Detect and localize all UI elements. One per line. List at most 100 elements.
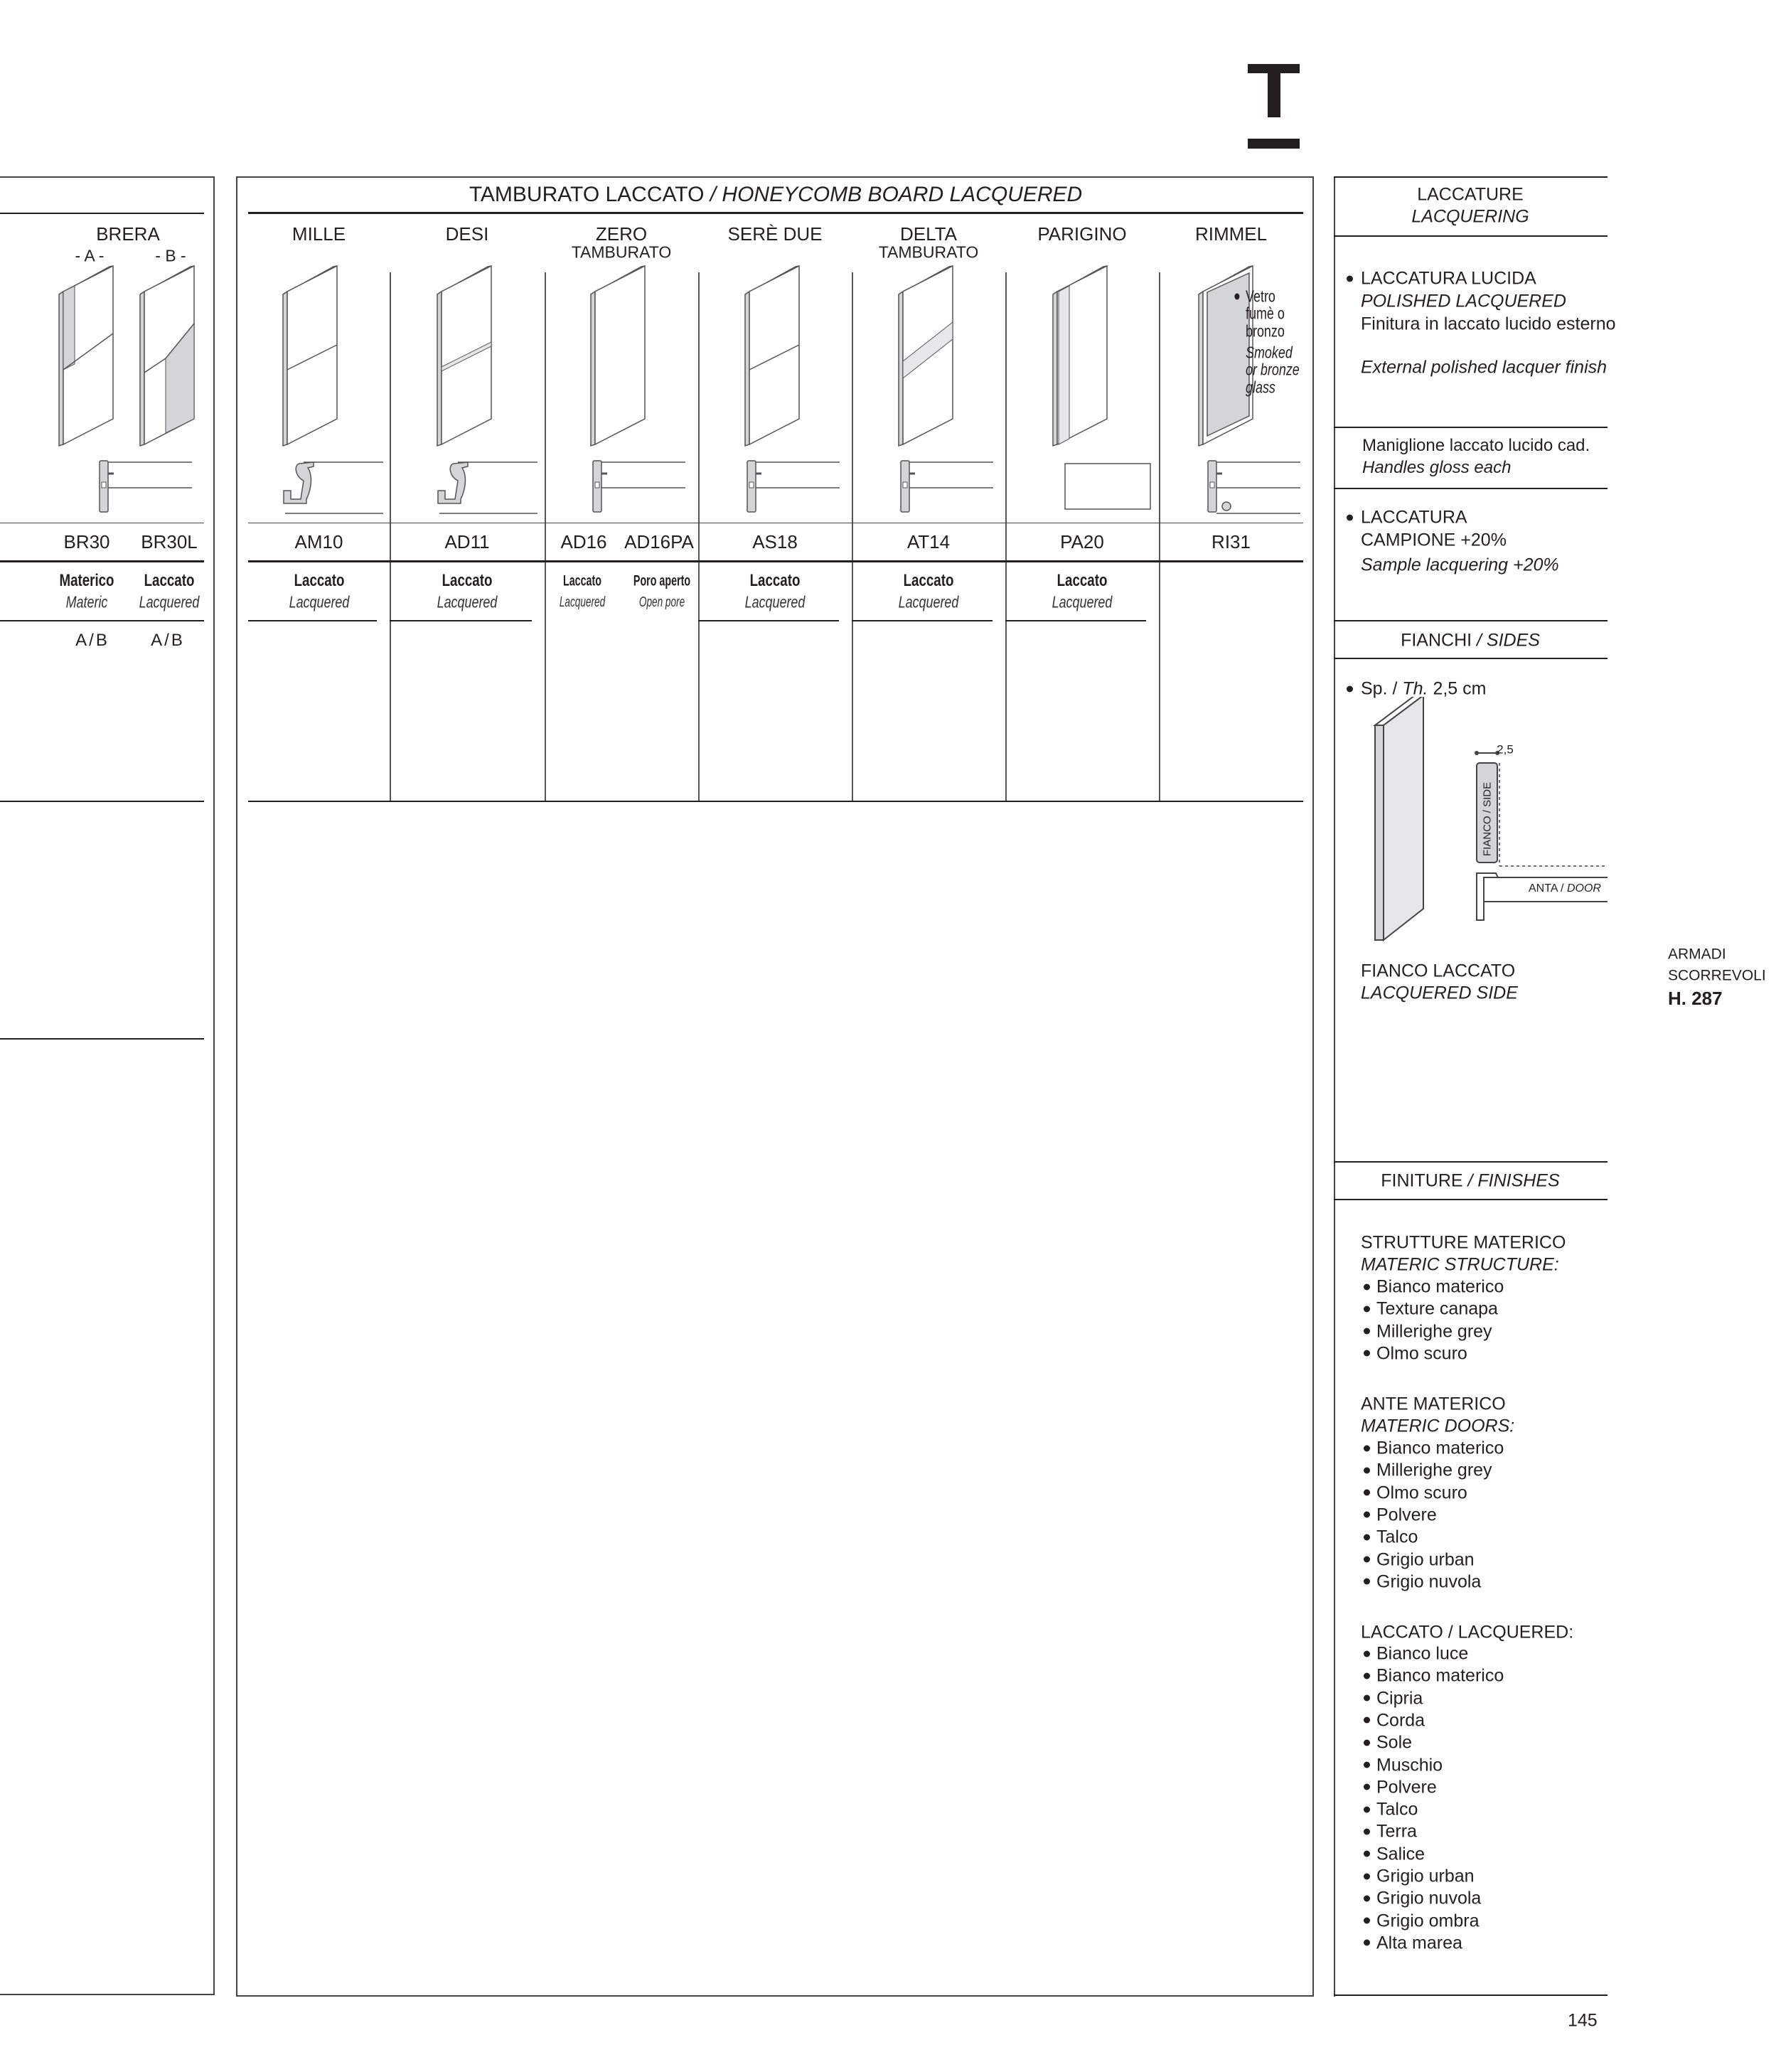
door-division-line [749, 344, 800, 370]
polished-title-en: POLISHED LACQUERED [1361, 291, 1566, 311]
product-code: AT14 [906, 531, 951, 552]
bullet-icon [1364, 1556, 1370, 1563]
lacquering-title: LACCATURE [1417, 184, 1524, 205]
variant-label: - A - [75, 246, 105, 265]
finish-name: Millerighe grey [1376, 1321, 1492, 1342]
handle-profile-section [437, 461, 469, 504]
finish-label: Laccato [144, 571, 195, 590]
profile-slot [1209, 481, 1215, 488]
model-subname: TAMBURATO [571, 242, 672, 262]
note-line: Vetro [1234, 287, 1275, 306]
finish-name: Corda [1376, 1710, 1425, 1731]
lacquering-title-en: LACQUERING [1411, 206, 1529, 227]
door-side-edge [282, 290, 288, 447]
note-line: fumè o [1246, 304, 1285, 323]
finish-name: Polvere [1376, 1505, 1437, 1525]
finish-name: Bianco luce [1376, 1643, 1469, 1664]
finish-list-item: Corda [1364, 1710, 1425, 1731]
finish-list-item: Grigio ombra [1364, 1912, 1480, 1930]
side-panel-edge [1374, 725, 1384, 941]
finish-label: Laccato [903, 571, 954, 590]
handles-label: Maniglione laccato lucido cad. [1362, 436, 1590, 455]
finish-label-en: Lacquered [1052, 592, 1113, 612]
finishes-title: FINITURE / FINISHES [1381, 1170, 1560, 1191]
finishes-title-en: / FINISHES [1467, 1170, 1560, 1191]
bullet-icon [1364, 1445, 1370, 1451]
brera-door-drawings [58, 265, 195, 513]
finish-name: Talco [1376, 1799, 1418, 1820]
door-side-edge [58, 290, 64, 447]
door-label: ANTA / DOOR [1529, 883, 1601, 895]
thickness-value: 2,5 cm [1433, 678, 1487, 699]
doors-title-en: MATERIC DOORS: [1361, 1416, 1515, 1436]
finish-name: Millerighe grey [1376, 1460, 1492, 1480]
finish-name: Alta marea [1376, 1933, 1462, 1953]
note-line: or bronze [1246, 360, 1300, 379]
sample-title: LACCATURA [1347, 507, 1467, 528]
finish-list-item: Bianco luce [1364, 1643, 1469, 1664]
title-en: / HONEYCOMB BOARD LACQUERED [710, 183, 1083, 206]
model-name: RIMMEL [1194, 223, 1268, 245]
page-number: 145 [1568, 2010, 1598, 2031]
finish-list-item: Sole [1364, 1734, 1412, 1752]
door-division-line [63, 333, 114, 370]
side-panel-face [1383, 697, 1424, 942]
panel-title: TAMBURATO LACCATO / HONEYCOMB BOARD LACQ… [469, 184, 1082, 205]
door-glass-band [902, 321, 953, 380]
product-code: AM10 [294, 531, 343, 552]
finish-name: Bianco materico [1376, 1665, 1504, 1686]
finish-name: Talco [1376, 1527, 1418, 1547]
sides-title-en: / SIDES [1477, 630, 1540, 651]
side-section [1476, 762, 1498, 863]
finish-label-en: Open pore [638, 594, 685, 610]
product-code: BR30 [63, 531, 110, 552]
product-code: AD16PA [624, 531, 694, 552]
finish-label: Laccato [749, 571, 801, 590]
finish-name: Muschio [1376, 1755, 1443, 1775]
finish-label-en: Lacquered [744, 592, 806, 612]
finish-list-item: Millerighe grey [1364, 1321, 1492, 1342]
bullet-icon [1364, 1489, 1370, 1496]
handles-label-en: Handles gloss each [1362, 458, 1512, 477]
model-subname: TAMBURATO [878, 242, 979, 262]
bullet-icon [1364, 1534, 1370, 1541]
note-line: bronzo [1246, 321, 1285, 341]
bullet-icon [1364, 1850, 1370, 1857]
finish-list-item: Cipria [1364, 1688, 1423, 1709]
finish-list-item: Grigio nuvola [1364, 1889, 1481, 1908]
door-side-edge [590, 290, 596, 447]
door-panel-inlay [63, 285, 75, 370]
door-side-edge [898, 290, 904, 447]
door-glass-band [441, 341, 492, 372]
finish-name: Cipria [1376, 1688, 1423, 1709]
bullet-icon [1364, 1895, 1370, 1902]
product-code: AD16 [560, 531, 607, 552]
sample-title-2: CAMPIONE +20% [1361, 530, 1507, 550]
finish-name: Bianco materico [1376, 1438, 1504, 1458]
thickness-spec: Sp. / Th. 2,5 cm [1346, 678, 1487, 699]
finish-list-item: Bianco materico [1364, 1278, 1504, 1296]
model-name: PARIGINO [1037, 223, 1127, 245]
finishes-title-it: FINITURE [1381, 1170, 1463, 1191]
finish-label: Poro aperto [633, 572, 691, 589]
finish-name: Terra [1376, 1821, 1417, 1842]
bullet-icon [1364, 1694, 1370, 1702]
finish-list-item: Polvere [1364, 1778, 1437, 1796]
finish-list-item: Grigio nuvola [1364, 1573, 1481, 1591]
profile-slot [902, 481, 908, 488]
door-side-edge [437, 290, 442, 447]
bullet-icon [1364, 1739, 1370, 1746]
bullet-icon [1364, 1578, 1370, 1585]
tab-height: H. 287 [1668, 988, 1723, 1009]
finish-name: Olmo scuro [1376, 1343, 1467, 1364]
door-label-it: ANTA / [1529, 882, 1564, 895]
profile-wheel [1221, 501, 1231, 511]
finish-list-item: Texture canapa [1364, 1300, 1498, 1318]
bullet-icon [1364, 1350, 1370, 1357]
door-drawings [282, 265, 1300, 514]
side-label: FIANCO / SIDE [1481, 781, 1494, 857]
bullet-icon [1364, 1806, 1370, 1813]
side-caption-en: LACQUERED SIDE [1361, 983, 1518, 1003]
door-face [594, 265, 646, 446]
finish-name: Grigio urban [1376, 1549, 1475, 1569]
